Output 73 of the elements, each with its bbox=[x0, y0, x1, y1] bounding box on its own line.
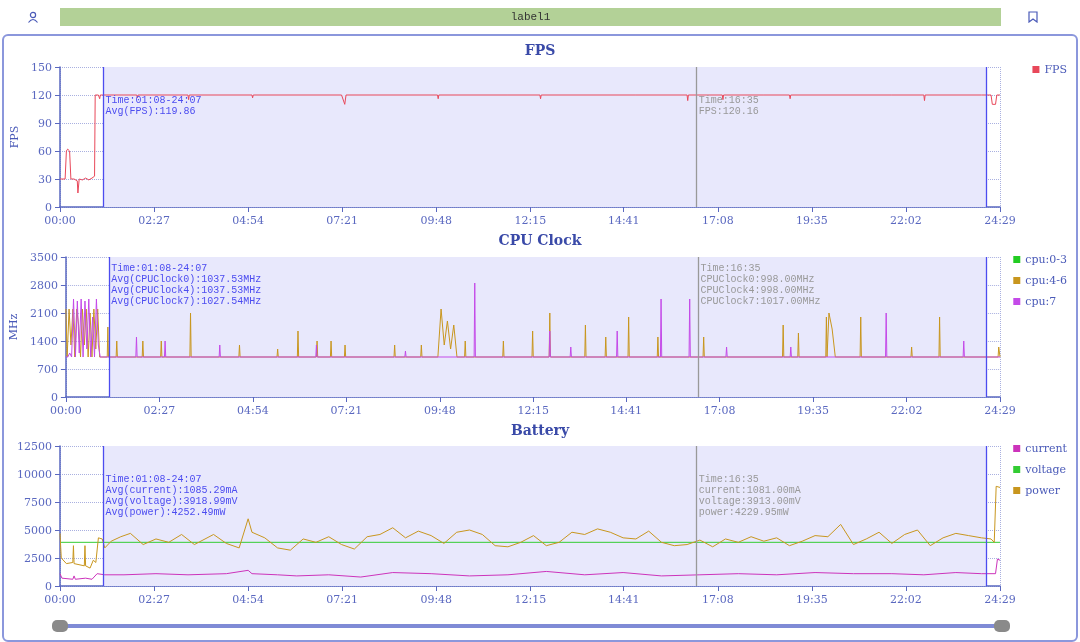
y-tick-label: 30 bbox=[38, 172, 52, 186]
x-tick-label: 02:27 bbox=[143, 404, 176, 417]
x-tick-label: 07:21 bbox=[326, 214, 359, 227]
chart-title: Battery bbox=[510, 422, 570, 438]
x-tick-label: 14:41 bbox=[607, 214, 640, 227]
y-tick-label: 0 bbox=[45, 200, 52, 214]
y-axis-title: FPS bbox=[8, 125, 21, 149]
legend-label: cpu:0-3 bbox=[1025, 253, 1068, 266]
x-tick-label: 24:29 bbox=[984, 214, 1016, 227]
y-tick-label: 2800 bbox=[29, 278, 58, 292]
y-tick-label: 120 bbox=[31, 88, 52, 102]
legend-label: current bbox=[1025, 442, 1068, 455]
line-series bbox=[59, 558, 1001, 580]
x-tick-label: 09:48 bbox=[420, 214, 453, 227]
y-tick-label: 0 bbox=[50, 390, 58, 404]
text: label1 bbox=[60, 8, 1001, 26]
legend-label: voltage bbox=[1024, 463, 1067, 476]
x-tick-label: 04:54 bbox=[232, 593, 264, 606]
x-tick-label: 07:21 bbox=[330, 404, 363, 417]
annotation: Time:16:35 current:1081.00mA voltage:3913.00mV power:4229.95mW bbox=[698, 474, 801, 518]
y-tick-label: 0 bbox=[45, 579, 52, 593]
x-tick-label: 09:48 bbox=[420, 593, 453, 606]
annotation: Time:01:08-24:07 Avg(current):1085.29mA Avg(voltage):3918.99mV Avg(power):4252.49mW bbox=[105, 474, 238, 518]
y-tick-label: 7500 bbox=[24, 495, 52, 509]
x-tick-label: 02:27 bbox=[138, 593, 170, 606]
chart-title: CPU Clock bbox=[498, 232, 582, 248]
chart-title: FPS bbox=[524, 42, 556, 58]
y-tick-label: 2500 bbox=[24, 551, 52, 565]
annotation: Time:01:08-24:07 Avg(FPS):119.86 bbox=[105, 95, 202, 117]
x-tick-label: 14:41 bbox=[607, 593, 640, 606]
y-tick-label: 1400 bbox=[29, 334, 58, 348]
line-series bbox=[59, 485, 1001, 569]
x-tick-label: 22:02 bbox=[890, 404, 923, 417]
x-tick-label: 22:02 bbox=[890, 593, 922, 606]
y-tick-label: 90 bbox=[38, 116, 52, 130]
y-tick-label: 5000 bbox=[24, 523, 52, 537]
x-tick-label: 00:00 bbox=[50, 404, 82, 417]
x-tick-label: 09:48 bbox=[423, 404, 456, 417]
x-tick-label: 12:15 bbox=[514, 214, 547, 227]
y-tick-label: 150 bbox=[31, 60, 52, 74]
x-tick-label: 00:00 bbox=[44, 593, 76, 606]
x-tick-label: 22:02 bbox=[890, 214, 922, 227]
x-tick-label: 19:35 bbox=[796, 593, 828, 606]
y-tick-label: 10000 bbox=[17, 467, 52, 481]
y-tick-label: 3500 bbox=[29, 250, 58, 264]
x-tick-label: 24:29 bbox=[984, 593, 1016, 606]
x-tick-label: 17:08 bbox=[701, 214, 734, 227]
x-tick-label: 19:35 bbox=[797, 404, 829, 417]
x-tick-label: 17:08 bbox=[703, 404, 736, 417]
x-tick-label: 17:08 bbox=[701, 593, 734, 606]
annotation: Time:16:35 FPS:120.16 bbox=[698, 95, 759, 117]
x-tick-label: 07:21 bbox=[326, 593, 359, 606]
x-tick-label: 04:54 bbox=[236, 404, 269, 417]
legend-label: power bbox=[1025, 484, 1061, 497]
x-tick-label: 00:00 bbox=[44, 214, 76, 227]
y-tick-label: 60 bbox=[38, 144, 52, 158]
y-tick-label: 12500 bbox=[17, 439, 52, 453]
legend-label: cpu:7 bbox=[1025, 295, 1057, 308]
annotation: Time:01:08-24:07 Avg(CPUClock0):1037.53MHz Avg(CPUClock4):1037.53MHz Avg(CPUClock7):1027.54MHz bbox=[111, 263, 262, 307]
x-tick-label: 24:29 bbox=[984, 404, 1016, 417]
legend-label: FPS bbox=[1044, 63, 1068, 76]
legend-label: cpu:4-6 bbox=[1025, 274, 1068, 287]
annotation: Time:16:35 CPUClock0:998.00MHz CPUClock4:998.00MHz CPUClock7:1017.00MHz bbox=[700, 263, 821, 307]
x-tick-label: 04:54 bbox=[232, 214, 264, 227]
y-axis-title: MHz bbox=[7, 313, 20, 341]
x-tick-label: 02:27 bbox=[138, 214, 170, 227]
x-tick-label: 14:41 bbox=[610, 404, 642, 417]
line-series bbox=[59, 94, 1001, 194]
y-tick-label: 2100 bbox=[29, 306, 58, 320]
x-tick-label: 12:15 bbox=[514, 593, 547, 606]
x-tick-label: 12:15 bbox=[517, 404, 550, 417]
y-tick-label: 700 bbox=[36, 362, 58, 376]
x-tick-label: 19:35 bbox=[796, 214, 828, 227]
